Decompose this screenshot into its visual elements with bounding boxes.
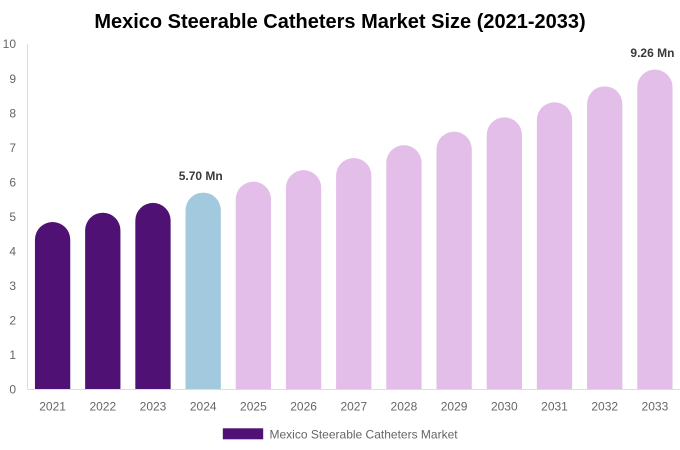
svg-text:10: 10 <box>3 37 17 51</box>
svg-text:2021: 2021 <box>39 400 66 414</box>
svg-text:2033: 2033 <box>642 400 669 414</box>
svg-text:Mexico Steerable Catheters Mar: Mexico Steerable Catheters Market <box>270 427 459 441</box>
svg-text:7: 7 <box>9 141 16 155</box>
svg-text:9.26 Mn: 9.26 Mn <box>630 46 674 60</box>
svg-text:6: 6 <box>9 175 16 189</box>
svg-text:2026: 2026 <box>290 400 317 414</box>
svg-text:5: 5 <box>9 210 16 224</box>
svg-text:2024: 2024 <box>190 400 217 414</box>
svg-text:2025: 2025 <box>240 400 267 414</box>
svg-text:2030: 2030 <box>491 400 518 414</box>
svg-text:3: 3 <box>9 279 16 293</box>
svg-text:1: 1 <box>9 348 16 362</box>
svg-text:Mexico Steerable Catheters Mar: Mexico Steerable Catheters Market Size (… <box>94 11 585 33</box>
svg-text:2029: 2029 <box>441 400 468 414</box>
svg-text:2022: 2022 <box>89 400 116 414</box>
svg-text:2027: 2027 <box>340 400 367 414</box>
svg-text:2028: 2028 <box>391 400 418 414</box>
svg-text:2032: 2032 <box>591 400 618 414</box>
svg-text:2023: 2023 <box>140 400 167 414</box>
svg-text:5.70 Mn: 5.70 Mn <box>179 169 223 183</box>
svg-text:9: 9 <box>9 72 16 86</box>
svg-text:2: 2 <box>9 314 16 328</box>
svg-text:0: 0 <box>9 383 16 397</box>
svg-text:8: 8 <box>9 106 16 120</box>
svg-text:2031: 2031 <box>541 400 568 414</box>
svg-text:4: 4 <box>9 245 16 259</box>
